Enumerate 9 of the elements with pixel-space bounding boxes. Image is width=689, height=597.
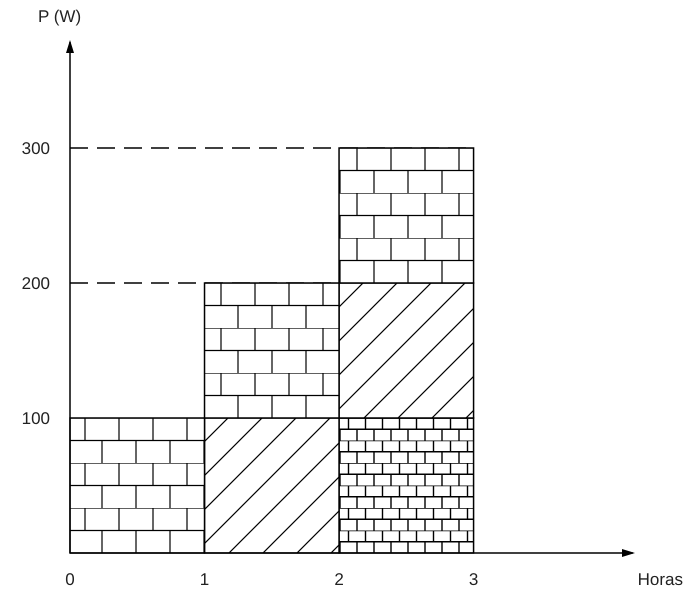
x-tick-label: 2 [334, 570, 344, 589]
x-tick-label: 0 [65, 570, 75, 589]
x-tick-label: 3 [468, 570, 478, 589]
y-tick-label: 100 [22, 409, 50, 428]
y-axis-title: P (W) [38, 7, 82, 26]
x-tick-label: 1 [200, 570, 210, 589]
y-tick-label: 300 [22, 139, 50, 158]
x-axis-title: Horas [638, 570, 683, 589]
y-tick-label: 200 [22, 274, 50, 293]
